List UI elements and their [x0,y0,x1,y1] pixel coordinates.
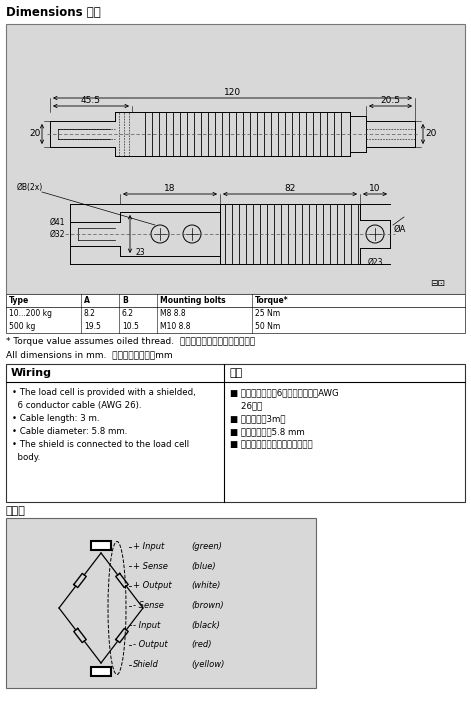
Text: (green): (green) [191,542,222,551]
Text: ■ 电缆直径为：5.8 mm: ■ 电缆直径为：5.8 mm [230,427,305,436]
Text: 8.2: 8.2 [84,309,96,318]
Text: • Cable length: 3 m.: • Cable length: 3 m. [12,414,99,423]
Text: 10.5: 10.5 [122,322,139,331]
Text: 连接: 连接 [229,368,242,378]
Text: • Cable diameter: 5.8 mm.: • Cable diameter: 5.8 mm. [12,427,127,436]
Text: M8 8.8: M8 8.8 [160,309,186,318]
Text: - Input: - Input [133,620,160,630]
Text: 10: 10 [369,184,381,193]
Text: 50 Nm: 50 Nm [255,322,280,331]
Text: (yellow): (yellow) [191,660,224,669]
Bar [91,541,111,550]
Text: B: B [122,296,128,305]
Text: 82: 82 [284,184,296,193]
Text: 19.5: 19.5 [84,322,101,331]
Text: - Output: - Output [133,640,168,649]
Text: M10 8.8: M10 8.8 [160,322,190,331]
Text: Ø23: Ø23 [367,258,383,267]
Text: 500 kg: 500 kg [9,322,35,331]
Text: body.: body. [12,453,40,462]
Text: Dimensions 尺寸: Dimensions 尺寸 [6,6,101,19]
Text: 18: 18 [164,184,176,193]
Text: ØA: ØA [394,225,406,234]
Text: Ø32: Ø32 [49,230,65,238]
Text: • The shield is connected to the load cell: • The shield is connected to the load ce… [12,440,189,449]
Text: 6 conductor cable (AWG 26).: 6 conductor cable (AWG 26). [12,401,141,410]
Text: ⊟⊡: ⊟⊡ [430,279,445,288]
Text: 23: 23 [135,248,145,257]
Bar [6,518,316,688]
Text: All dimensions in mm.  所有尺寸单位为：mm: All dimensions in mm. 所有尺寸单位为：mm [6,350,173,359]
Text: * Torque value assumes oiled thread.  力矩值是假设在油螺纹情况下。: * Torque value assumes oiled thread. 力矩值… [6,337,255,346]
Text: A: A [84,296,90,305]
Bar [91,667,111,675]
Text: 25 Nm: 25 Nm [255,309,280,318]
Text: • The load cell is provided with a shielded,: • The load cell is provided with a shiel… [12,388,196,397]
Text: ØB(2x): ØB(2x) [17,183,43,192]
Text: ■ 电缆长度：3m。: ■ 电缆长度：3m。 [230,414,285,423]
Text: (brown): (brown) [191,601,224,610]
Text: Shield: Shield [133,660,159,669]
Text: Torque*: Torque* [255,296,289,305]
Bar [6,24,465,294]
Text: 10...200 kg: 10...200 kg [9,309,52,318]
Text: Wiring: Wiring [11,368,52,378]
Text: Type: Type [9,296,29,305]
Text: - Sense: - Sense [133,601,164,610]
Text: 6.2: 6.2 [122,309,134,318]
Text: ■ 称量传感器专用6芯屏蔽电缆线（AWG: ■ 称量传感器专用6芯屏蔽电缆线（AWG [230,388,339,397]
Text: 20: 20 [29,130,41,138]
Text: 26）。: 26）。 [230,401,262,410]
Text: + Sense: + Sense [133,562,168,571]
Text: (black): (black) [191,620,220,630]
Text: 20.5: 20.5 [381,96,400,105]
Text: 20: 20 [425,130,437,138]
Bar [6,364,465,502]
Text: Ø41: Ø41 [49,217,65,227]
Text: (white): (white) [191,581,220,590]
Text: ■ 屏蔽线与称量传感器本体相连。: ■ 屏蔽线与称量传感器本体相连。 [230,440,313,449]
Bar [6,294,465,333]
Text: 120: 120 [224,88,241,97]
Text: (blue): (blue) [191,562,216,571]
Text: Mounting bolts: Mounting bolts [160,296,226,305]
Text: 45.5: 45.5 [81,96,101,105]
Text: 接线图: 接线图 [6,506,26,516]
Text: + Input: + Input [133,542,164,551]
Text: (red): (red) [191,640,211,649]
Text: + Output: + Output [133,581,171,590]
